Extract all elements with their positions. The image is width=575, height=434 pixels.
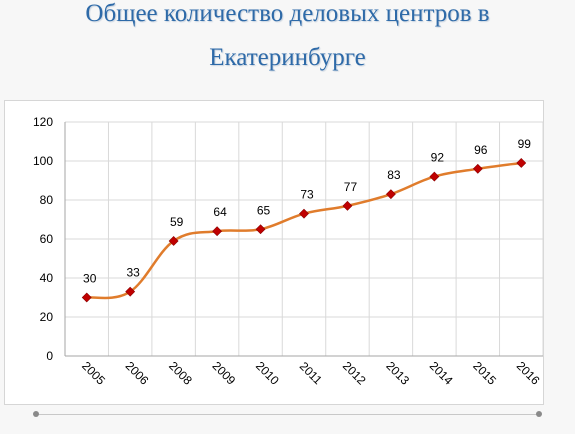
data-label: 30 (83, 272, 97, 286)
data-label: 65 (257, 203, 271, 217)
data-label: 92 (431, 151, 445, 165)
x-tick-label: 2016 (514, 359, 543, 388)
x-tick-label: 2011 (297, 359, 325, 387)
slide-divider (38, 414, 538, 415)
data-point (385, 189, 396, 200)
chart-area (4, 100, 544, 405)
data-label: 73 (300, 188, 314, 202)
data-label: 77 (344, 180, 358, 194)
data-point (212, 226, 223, 237)
data-label: 33 (127, 266, 141, 280)
x-tick-label: 2014 (427, 359, 456, 388)
x-tick-label: 2015 (470, 359, 499, 388)
chart-title-line-2: Екатеринбурге (209, 44, 366, 71)
x-tick-label: 2008 (166, 359, 195, 388)
y-tick-label: 0 (46, 349, 53, 363)
chart-title-line-1: Общее количество деловых центров в (85, 0, 490, 27)
data-point (81, 292, 92, 303)
divider-dot-left (33, 411, 39, 417)
x-tick-label: 2012 (340, 359, 369, 388)
y-tick-label: 60 (40, 232, 54, 246)
x-tick-label: 2006 (123, 359, 152, 388)
y-tick-label: 20 (40, 310, 54, 324)
data-point (429, 171, 440, 182)
x-tick-label: 2009 (210, 359, 239, 388)
divider-dot-right (536, 411, 542, 417)
data-point (342, 200, 353, 211)
x-tick-label: 2005 (79, 359, 108, 388)
data-point (472, 163, 483, 174)
x-tick-label: 2013 (383, 359, 412, 388)
x-tick-label: 2010 (253, 359, 282, 388)
y-tick-label: 100 (33, 154, 53, 168)
data-point (516, 158, 527, 168)
data-label: 83 (387, 168, 401, 182)
data-label: 96 (474, 143, 488, 157)
y-tick-label: 80 (40, 193, 54, 207)
data-label: 59 (170, 215, 184, 229)
data-point (168, 236, 179, 246)
y-tick-label: 120 (33, 115, 53, 129)
data-label: 99 (518, 137, 532, 151)
data-point (255, 224, 266, 235)
data-point (125, 286, 136, 297)
y-tick-label: 40 (40, 271, 54, 285)
data-point (299, 208, 309, 219)
data-label: 64 (213, 205, 227, 219)
